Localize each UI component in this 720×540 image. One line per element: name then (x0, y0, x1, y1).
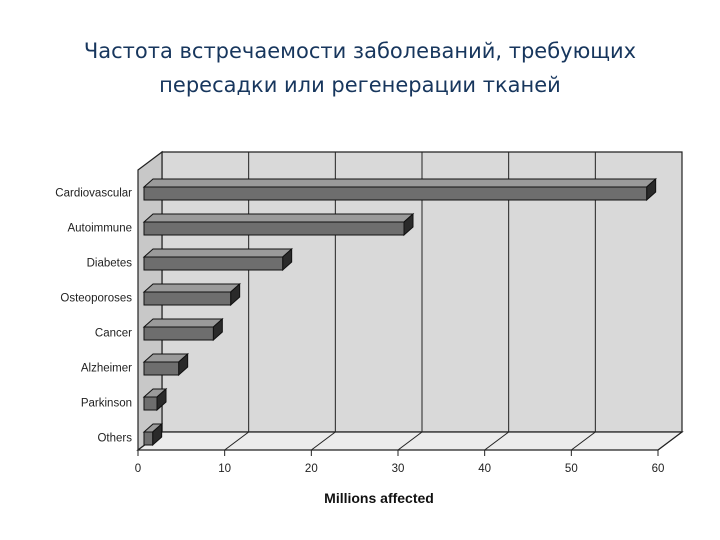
floor-gridline-40 (484, 431, 509, 451)
category-label-others: Others (97, 433, 132, 445)
bar-front-face (143, 221, 405, 236)
bar-autoimmune (142, 212, 415, 237)
category-label-cardiovascular: Cardiovascular (55, 188, 132, 200)
floor-gridline-30 (397, 431, 423, 451)
floor-gridline-50 (571, 431, 596, 451)
category-label-autoimmune: Autoimmune (67, 223, 132, 235)
bar-front-face (143, 291, 232, 306)
bar-front-face (143, 361, 180, 376)
category-label-osteoporoses: Osteoporoses (60, 293, 132, 305)
x-tick-label-10: 10 (218, 463, 231, 475)
floor-gridline-60 (657, 431, 683, 451)
floor-gridline-20 (311, 431, 336, 451)
slide-title: Частота встречаемости заболеваний, требу… (40, 34, 680, 102)
bar-diabetes (142, 247, 293, 272)
x-axis-label: Millions affected (324, 490, 434, 506)
category-label-parkinson: Parkinson (81, 398, 132, 410)
bar-top-face (142, 283, 241, 293)
bar-front-face (143, 256, 284, 271)
bar-top-face (142, 318, 224, 328)
x-tick-label-0: 0 (135, 463, 141, 475)
bar-cardiovascular (142, 177, 657, 202)
x-tick-label-30: 30 (392, 463, 405, 475)
bar-alzheimer (142, 352, 189, 377)
category-label-alzheimer: Alzheimer (81, 363, 132, 375)
x-tick-label-40: 40 (478, 463, 491, 475)
bar-front-face (143, 396, 158, 411)
chart-x-ticks: 0 10 20 30 40 50 60 (135, 450, 665, 475)
bar-parkinson (142, 387, 168, 412)
slide-title-line-1: Частота встречаемости заболеваний, требу… (83, 39, 637, 63)
bar-others (142, 422, 163, 447)
x-tick-label-50: 50 (565, 463, 578, 475)
slide-title-line-2: пересадки или регенерации тканей (159, 73, 561, 97)
bar-front-face (143, 186, 648, 201)
bar-front-face (143, 326, 214, 341)
category-label-diabetes: Diabetes (87, 258, 133, 270)
x-tick-label-60: 60 (652, 463, 665, 475)
bar-osteoporoses (142, 282, 241, 307)
bar-cancer (142, 317, 224, 342)
bar-top-face (142, 213, 415, 223)
chart-bars (142, 177, 657, 447)
bar-top-face (142, 178, 657, 188)
chart-category-labels: Cardiovascular Autoimmune Diabetes Osteopor… (55, 188, 132, 445)
x-tick-label-20: 20 (305, 463, 318, 475)
category-label-cancer: Cancer (95, 328, 132, 340)
bar-front-face (143, 431, 154, 446)
floor-gridline-10 (224, 431, 249, 451)
bar-top-face (142, 248, 293, 258)
